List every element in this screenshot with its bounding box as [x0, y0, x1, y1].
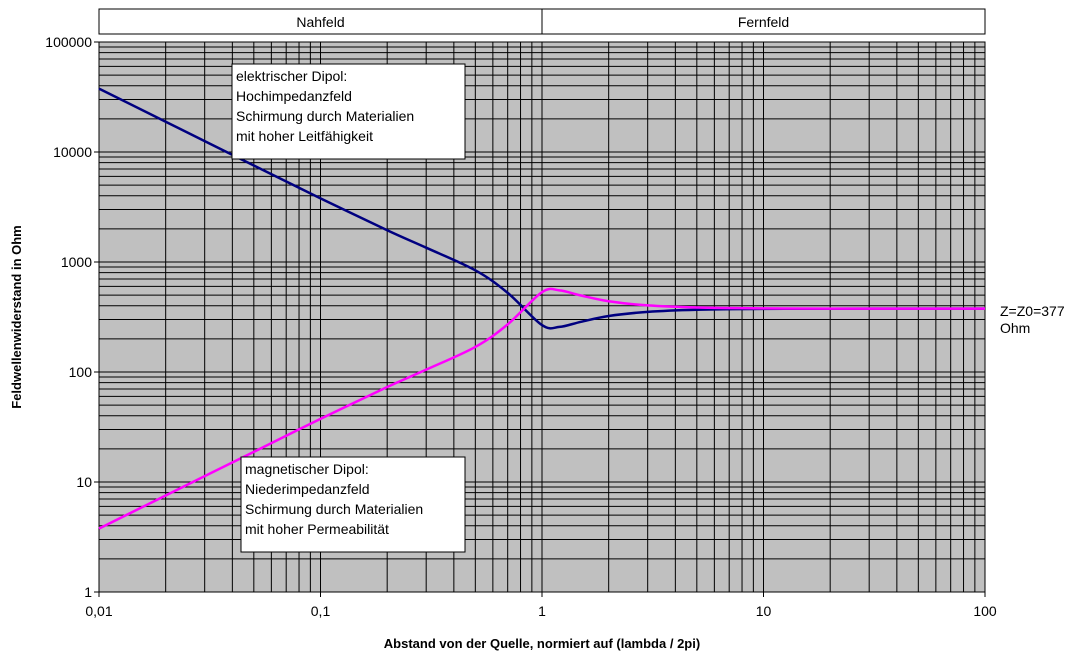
- magnetic-dipole-line: [98, 287, 985, 530]
- note-line: Schirmung durch Materialien: [245, 501, 423, 517]
- magnetic-dipole-note: magnetischer Dipol: Niederimpedanzfeld Sch…: [240, 456, 466, 553]
- note-box: [240, 456, 466, 553]
- region-label: Nahfeld: [296, 14, 344, 30]
- x-axis-title: Abstand von der Quelle, normiert auf (la…: [384, 636, 700, 651]
- x-tick-label: 0,1: [311, 603, 331, 619]
- y-tick-label: 100: [69, 364, 93, 380]
- axis-ticks: [94, 41, 986, 597]
- region-box: [541, 8, 986, 35]
- note-line: mit hoher Permeabilität: [245, 521, 389, 537]
- x-tick-label: 100: [973, 603, 997, 619]
- z0-annotation-line: Z=Z0=377: [1000, 303, 1065, 319]
- y-tick-label: 100000: [45, 34, 92, 50]
- z0-annotation-line: Ohm: [1000, 320, 1030, 336]
- annotations: elektrischer Dipol: Hochimpedanzfeld Schir…: [231, 63, 1065, 553]
- note-line: elektrischer Dipol:: [236, 68, 347, 84]
- x-tick-label: 0,01: [85, 603, 112, 619]
- y-tick-label: 10000: [53, 144, 92, 160]
- note-line: magnetischer Dipol:: [245, 461, 369, 477]
- x-tick-labels: 0,01 0,1 1 10 100: [85, 603, 997, 619]
- note-line: mit hoher Leitfähigkeit: [236, 128, 373, 144]
- y-tick-labels: 1 10 100 1000 10000 100000: [45, 34, 92, 600]
- note-line: Schirmung durch Materialien: [236, 108, 414, 124]
- y-tick-label: 10: [76, 474, 92, 490]
- x-tick-label: 10: [756, 603, 772, 619]
- y-axis-title: Feldwellenwiderstand in Ohm: [9, 225, 24, 408]
- electric-dipole-note: elektrischer Dipol: Hochimpedanzfeld Schir…: [231, 63, 466, 160]
- x-tick-label: 1: [538, 603, 546, 619]
- note-line: Hochimpedanzfeld: [236, 88, 352, 104]
- region-box: [98, 8, 543, 35]
- note-box: [231, 63, 466, 160]
- region-label: Fernfeld: [738, 14, 789, 30]
- y-tick-label: 1: [84, 584, 92, 600]
- note-line: Niederimpedanzfeld: [245, 481, 370, 497]
- region-header: Nahfeld Fernfeld: [98, 8, 986, 35]
- series-lines: [98, 87, 986, 530]
- y-tick-label: 1000: [61, 254, 92, 270]
